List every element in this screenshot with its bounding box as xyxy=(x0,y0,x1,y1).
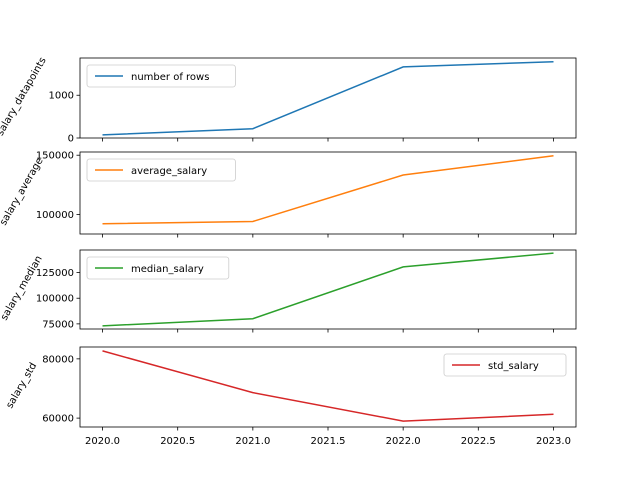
x-tick-label: 2021.0 xyxy=(235,436,270,447)
legend-label: average_salary xyxy=(131,166,207,177)
series-line-1 xyxy=(102,60,554,136)
legend: average_salary xyxy=(86,158,236,182)
legend-box xyxy=(86,158,236,182)
legend-label: std_salary xyxy=(488,361,539,372)
legend: number of rows xyxy=(86,64,236,88)
y-tick-label: 125000 xyxy=(36,268,74,279)
legend-box xyxy=(86,256,230,280)
x-tick-label: 2022.0 xyxy=(386,436,421,447)
legend-label: median_salary xyxy=(131,264,204,275)
x-tick-label: 2020.0 xyxy=(85,436,120,447)
y-axis-label: salary_std xyxy=(4,361,39,410)
x-tick-label: 2022.5 xyxy=(461,436,496,447)
x-tick-label: 2020.5 xyxy=(160,436,195,447)
y-tick-label: 75000 xyxy=(42,319,74,330)
legend-label: number of rows xyxy=(131,72,209,83)
x-tick-label: 2021.5 xyxy=(311,436,346,447)
series-line-4 xyxy=(102,350,554,422)
y-tick-label: 80000 xyxy=(42,354,74,365)
y-tick-label: 100000 xyxy=(36,210,74,221)
legend-box xyxy=(443,353,567,377)
legend-box xyxy=(86,64,236,88)
series-line-3 xyxy=(102,252,554,327)
legend: std_salary xyxy=(443,353,567,377)
x-tick-label: 2023.0 xyxy=(536,436,571,447)
y-tick-label: 60000 xyxy=(42,414,74,425)
series-line-2 xyxy=(102,155,554,225)
y-tick-label: 100000 xyxy=(36,294,74,305)
y-axis-label: salary_median xyxy=(0,254,45,323)
y-tick-label: 1000 xyxy=(49,91,74,102)
y-axis-label: salary_datapoints xyxy=(0,56,49,138)
y-tick-label: 150000 xyxy=(36,151,74,162)
y-tick-label: 0 xyxy=(68,134,74,145)
legend: median_salary xyxy=(86,256,230,280)
subplot-4: 60000 80000 2020.0 2020.5 2021.0 2021.5 2022.0… xyxy=(4,346,577,447)
